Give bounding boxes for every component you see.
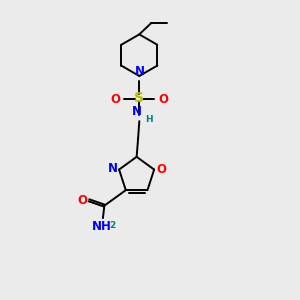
Text: O: O — [77, 194, 87, 207]
Text: O: O — [110, 93, 120, 106]
Text: NH: NH — [92, 220, 112, 233]
Text: N: N — [108, 163, 118, 176]
Text: N: N — [135, 65, 145, 78]
Text: O: O — [156, 163, 166, 176]
Text: H: H — [145, 115, 153, 124]
Text: N: N — [132, 105, 142, 118]
Text: 2: 2 — [110, 221, 116, 230]
Text: S: S — [134, 91, 144, 105]
Text: O: O — [158, 93, 168, 106]
